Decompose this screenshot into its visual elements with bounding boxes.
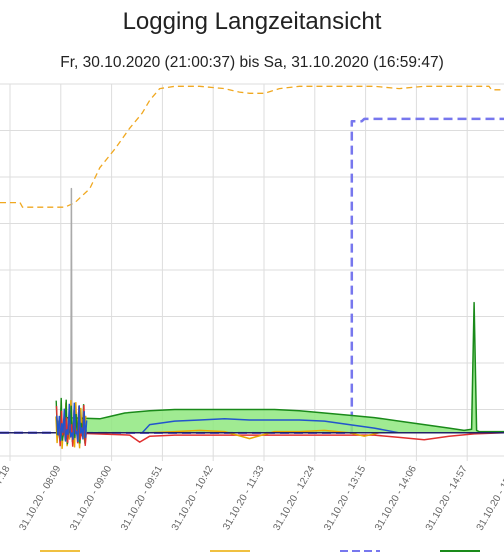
chart-subtitle: Fr, 30.10.2020 (21:00:37) bis Sa, 31.10.… bbox=[60, 54, 444, 71]
startup-burst-2 bbox=[55, 404, 88, 447]
x-tick-label: 31.10.20 - 14:06 bbox=[373, 464, 419, 533]
series-line-2 bbox=[0, 301, 504, 434]
x-tick-label: 31.10.20 - 12:24 bbox=[271, 464, 317, 533]
x-tick-label: 31.10.20 - 15:48 bbox=[475, 464, 504, 533]
x-tick-label: 31.10.20 - 10:42 bbox=[170, 464, 216, 533]
x-tick-label: 31.10.20 - 13:15 bbox=[322, 464, 368, 533]
series-line-6 bbox=[0, 187, 504, 434]
series-line-1 bbox=[0, 117, 504, 435]
startup-burst-1 bbox=[55, 397, 87, 445]
x-tick-label: 31.10.20 - 08:09 bbox=[17, 464, 63, 533]
series-line-0 bbox=[0, 85, 504, 208]
x-tick-label: 31.10.20 - 14:57 bbox=[424, 464, 470, 533]
x-tick-label: 31.10.20 - 07:18 bbox=[0, 464, 13, 533]
chart-title: Logging Langzeitansicht bbox=[122, 8, 382, 35]
startup-burst-3 bbox=[56, 402, 88, 443]
x-tick-label: 31.10.20 - 11:33 bbox=[221, 464, 267, 532]
x-tick-label: 31.10.20 - 09:51 bbox=[119, 464, 165, 533]
series-line-4 bbox=[0, 432, 504, 443]
x-tick-label: 31.10.20 - 09:00 bbox=[68, 464, 114, 533]
